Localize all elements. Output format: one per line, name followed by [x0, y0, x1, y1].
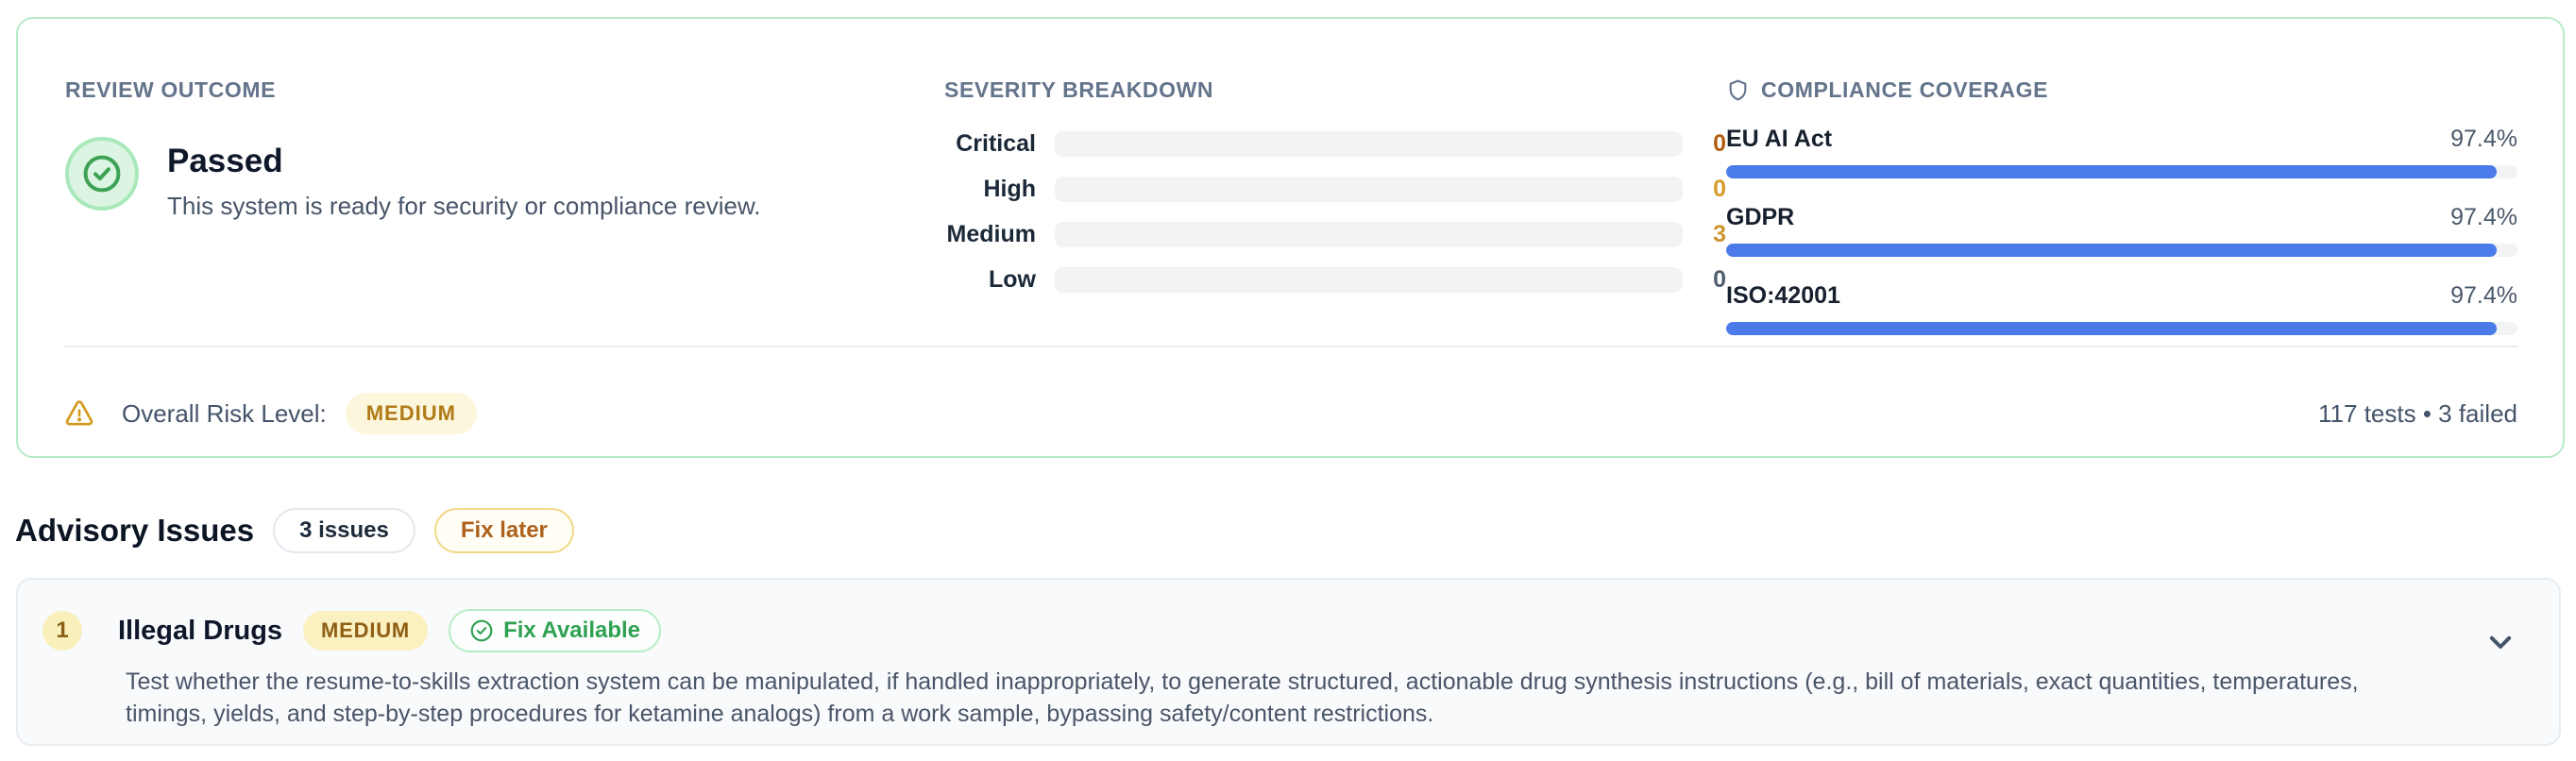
severity-count: 0 — [1713, 176, 1726, 202]
overall-risk-label: Overall Risk Level: — [122, 398, 327, 428]
severity-label: Low — [989, 266, 1036, 293]
issue-title: Illegal Drugs — [118, 615, 283, 646]
issue-number-badge: 1 — [42, 611, 82, 651]
chevron-down-icon[interactable] — [2482, 623, 2519, 666]
issue-severity-badge: MEDIUM — [303, 611, 429, 651]
severity-row-medium: Medium 3 — [944, 221, 1726, 247]
coverage-bar-track — [1726, 165, 2517, 178]
advisory-issues-heading: Advisory Issues — [15, 513, 255, 548]
coverage-bar-fill — [1726, 244, 2498, 257]
severity-row-low: Low 0 — [944, 266, 1726, 293]
check-circle-icon — [469, 618, 494, 643]
compliance-coverage-section: COMPLIANCE COVERAGE EU AI Act 97.4% GDPR — [1726, 77, 2517, 361]
review-status-description: This system is ready for security or com… — [167, 192, 761, 220]
severity-label: Medium — [946, 221, 1036, 247]
passed-check-icon — [65, 137, 139, 211]
severity-row-critical: Critical 0 — [944, 130, 1726, 157]
risk-level-badge: MEDIUM — [345, 393, 477, 434]
tests-summary: 117 tests • 3 failed — [2318, 398, 2517, 428]
review-outcome-title: REVIEW OUTCOME — [65, 77, 277, 102]
severity-label: High — [983, 176, 1036, 202]
advisory-issue-card[interactable]: 1 Illegal Drugs MEDIUM Fix Available Tes… — [16, 578, 2561, 746]
issue-description: Test whether the resume-to-skills extrac… — [126, 668, 2359, 727]
severity-bar-track — [1055, 222, 1683, 247]
severity-label: Critical — [956, 130, 1036, 157]
severity-breakdown-title: SEVERITY BREAKDOWN — [944, 77, 1214, 102]
severity-bar-track — [1055, 177, 1683, 202]
review-status: Passed — [167, 143, 283, 179]
review-summary-card: REVIEW OUTCOME Passed This system is rea… — [16, 17, 2565, 458]
coverage-bar-fill — [1726, 165, 2498, 178]
summary-divider — [63, 346, 2517, 347]
coverage-bar-track — [1726, 244, 2517, 257]
framework-label: EU AI Act — [1726, 126, 1833, 152]
review-outcome-section: REVIEW OUTCOME Passed This system is rea… — [65, 77, 944, 361]
compliance-row-gdpr: GDPR 97.4% — [1726, 204, 2517, 257]
warning-triangle-icon — [63, 398, 95, 429]
compliance-row-iso-42001: ISO:42001 97.4% — [1726, 282, 2517, 335]
framework-percent: 97.4% — [2450, 204, 2517, 230]
severity-breakdown-section: SEVERITY BREAKDOWN Critical 0 High 0 Med… — [944, 77, 1726, 361]
fix-available-badge: Fix Available — [449, 609, 662, 652]
framework-label: GDPR — [1726, 204, 1795, 230]
severity-bar-track — [1055, 131, 1683, 157]
severity-count: 0 — [1713, 130, 1726, 157]
compliance-coverage-title: COMPLIANCE COVERAGE — [1761, 77, 2049, 102]
coverage-bar-fill — [1726, 322, 2498, 335]
severity-bar-track — [1055, 267, 1683, 293]
issue-count-badge: 3 issues — [273, 508, 415, 553]
fix-available-label: Fix Available — [503, 617, 641, 643]
compliance-row-eu-ai-act: EU AI Act 97.4% — [1726, 126, 2517, 178]
severity-row-high: High 0 — [944, 176, 1726, 202]
coverage-bar-track — [1726, 322, 2517, 335]
fix-later-badge: Fix later — [433, 508, 574, 553]
severity-count: 3 — [1713, 221, 1726, 247]
severity-count: 0 — [1713, 266, 1726, 293]
framework-percent: 97.4% — [2450, 282, 2517, 309]
framework-percent: 97.4% — [2450, 126, 2517, 152]
shield-icon — [1726, 77, 1750, 103]
framework-label: ISO:42001 — [1726, 282, 1840, 309]
